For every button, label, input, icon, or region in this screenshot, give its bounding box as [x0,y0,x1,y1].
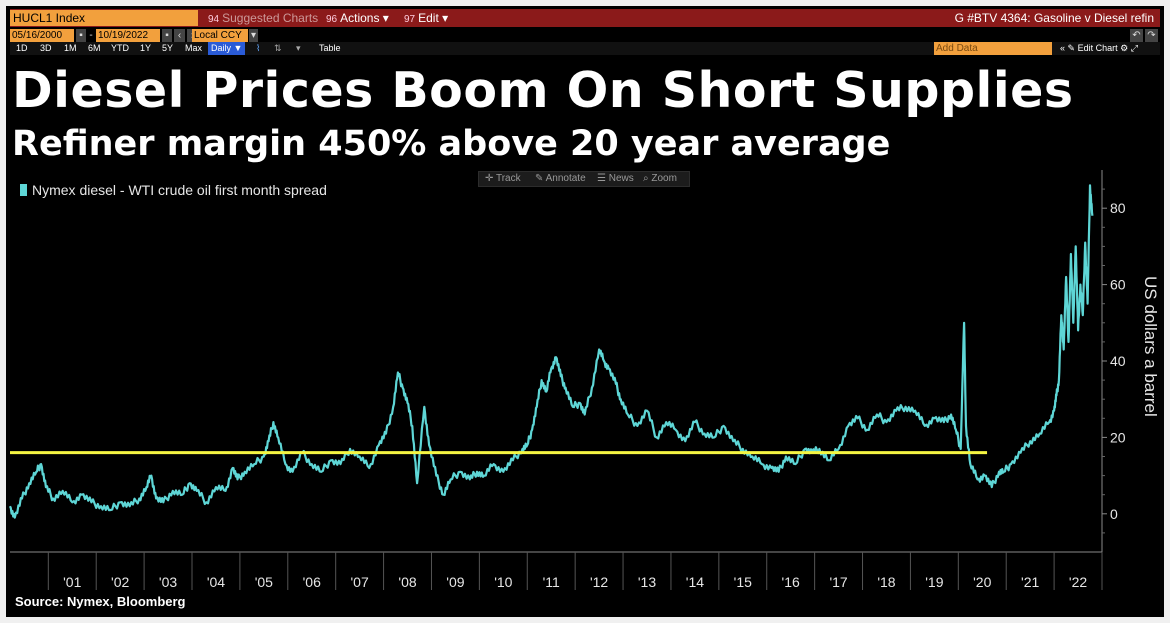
x-tick-label: '07 [351,574,369,590]
currency-field[interactable]: Local CCY [192,29,248,42]
x-tick-label: '10 [494,574,512,590]
x-tick-label: '06 [303,574,321,590]
range-1m[interactable]: 1M [64,43,77,53]
calendar-icon[interactable]: ▪ [162,29,172,42]
legend: Nymex diesel - WTI crude oil first month… [20,181,327,199]
calendar-icon[interactable]: ▪ [76,29,86,42]
x-tick-label: '05 [255,574,273,590]
x-tick-label: '12 [590,574,608,590]
x-tick-label: '16 [782,574,800,590]
x-tick-label: '14 [686,574,704,590]
y-tick-label: 60 [1110,277,1126,293]
y-axis-label: US dollars a barrel [1141,276,1160,417]
add-data-input[interactable]: Add Data [934,42,1052,55]
menu-label: Edit ▾ [418,11,449,25]
menu-number: 94 [208,14,220,25]
menu-number: 97 [404,14,416,25]
x-tick-label: '01 [63,574,81,590]
tool-label: Zoom [651,173,677,184]
menu-bar: HUCL1 Index 94 Suggested Charts 96 Actions… [10,9,1160,27]
annotate-tool[interactable]: ✎ Annotate [535,173,586,184]
date-bar: 05/16/2000 ▪ - 10/19/2022 ▪ ‹ › Local CC… [10,29,1160,42]
x-tick-label: '08 [398,574,416,590]
x-tick-label: '09 [446,574,464,590]
range-max[interactable]: Max [185,43,203,53]
chart-title-label: G #BTV 4364: Gasoline v Diesel refin [954,11,1154,25]
suggested-charts-menu[interactable]: 94 Suggested Charts [204,10,322,26]
collapse-icon: « [1060,43,1066,53]
edit-chart-button[interactable]: « ✎ Edit Chart ⚙ ⤢ [1060,42,1138,55]
actions-menu[interactable]: 96 Actions ▾ [322,10,393,26]
edit-chart-label: Edit Chart [1077,43,1118,53]
track-tool[interactable]: ✛ Track [485,173,521,184]
frequency-dropdown[interactable]: Daily ▼ [208,42,246,55]
x-tick-label: '21 [1021,574,1039,590]
menu-number: 96 [326,14,338,25]
chart-title: Diesel Prices Boom On Short Supplies [12,62,1074,119]
undo-icon[interactable]: ↶ [1130,29,1143,42]
chart-toolbar: ✛ Track ✎ Annotate ☰ News ⌕ Zoom [478,171,690,187]
x-tick-label: '18 [877,574,895,590]
range-5y[interactable]: 5Y [162,43,174,53]
y-tick-label: 0 [1110,506,1118,522]
y-tick-label: 40 [1110,353,1126,369]
expand-icon: ⤢ [1130,43,1138,53]
x-tick-label: '22 [1069,574,1087,590]
security-field[interactable]: HUCL1 Index [10,10,198,26]
x-tick-label: '13 [638,574,656,590]
range-bar: 1D 3D 1M 6M YTD 1Y 5Y Max Daily ▼ ⌇ ⇅ ▾ … [10,42,1160,55]
date-separator: - [88,29,94,42]
x-tick-label: '11 [543,574,560,590]
x-tick-label: '17 [829,574,847,590]
chevron-down-icon[interactable]: ▾ [296,43,301,53]
legend-swatch [20,184,27,196]
menu-label: Actions ▾ [340,11,389,25]
redo-icon[interactable]: ↷ [1145,29,1158,42]
x-tick-label: '02 [111,574,129,590]
chart-type-icon[interactable]: ⇅ [274,43,282,53]
tool-label: Track [495,173,521,184]
range-1d[interactable]: 1D [16,43,28,53]
zoom-tool[interactable]: ⌕ Zoom [643,173,677,184]
tool-label: News [608,173,634,184]
y-tick-label: 80 [1110,200,1126,216]
legend-label: Nymex diesel - WTI crude oil first month… [32,182,327,198]
table-button[interactable]: Table [319,43,341,53]
edit-icon: ✎ [1067,43,1076,53]
start-date-field[interactable]: 05/16/2000 [10,29,74,42]
chart-subtitle: Refiner margin 450% above 20 year averag… [12,124,891,164]
news-tool[interactable]: ☰ News [597,173,634,184]
edit-menu[interactable]: 97 Edit ▾ [400,10,452,26]
x-tick-label: '19 [925,574,943,590]
x-tick-label: '15 [734,574,752,590]
x-tick-label: '03 [159,574,177,590]
line-chart-icon[interactable]: ⌇ [256,43,261,53]
series-line [8,184,1094,519]
range-3d[interactable]: 3D [40,43,52,53]
chevron-left-icon[interactable]: ‹ [174,29,185,42]
range-1y[interactable]: 1Y [140,43,152,53]
x-tick-label: '04 [207,574,225,590]
end-date-field[interactable]: 10/19/2022 [96,29,160,42]
source-note: Source: Nymex, Bloomberg [15,594,186,609]
y-tick-label: 20 [1110,429,1126,445]
chevron-down-icon[interactable]: ▾ [249,29,258,42]
x-tick-label: '20 [973,574,991,590]
range-6m[interactable]: 6M [88,43,101,53]
menu-label: Suggested Charts [222,11,319,25]
settings-icon: ⚙ [1120,43,1129,53]
tool-label: Annotate [545,173,586,184]
range-ytd[interactable]: YTD [111,43,129,53]
